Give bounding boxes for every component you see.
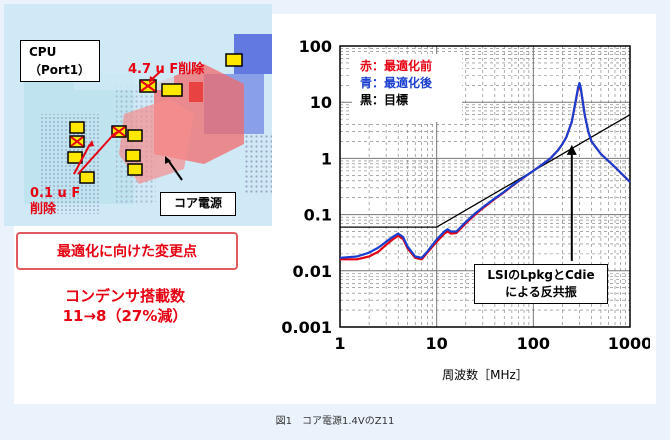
y-tick-label: 0.1 (304, 206, 332, 225)
y-tick-label: 100 (299, 37, 332, 56)
cap-0-1uf-label-line1: 0.1 u F (30, 186, 81, 201)
pcb-layout-image (4, 4, 272, 226)
capacitor-summary: コンデンサ搭載数 11→8（27%減） (20, 286, 230, 326)
x-tick-label: 1 (334, 334, 345, 353)
x-tick-label: 1000 (608, 334, 650, 353)
resonance-annotation-line1: LSIのLpkgとCdie (487, 268, 595, 282)
legend-red: 赤：最適化前 (360, 59, 433, 73)
cpu-label-port: （Port1） (29, 63, 91, 77)
legend-black: 黒：目標 (360, 93, 409, 107)
change-points-box: 最適化に向けた変更点 (16, 232, 238, 270)
x-tick-label: 10 (426, 334, 448, 353)
cpu-label-title: CPU (29, 45, 57, 59)
cpu-label: CPU （Port1） (20, 40, 100, 82)
cap-4-7uf-removed-label: 4.7 u F削除 (128, 62, 205, 77)
x-axis-label: 周波数［MHz］ (442, 367, 528, 382)
cap-0-1uf-removed-label: 0.1 u F 削除 (30, 186, 80, 218)
y-tick-label: 10 (310, 93, 332, 112)
y-tick-label: 0.01 (293, 262, 332, 281)
resonance-annotation-line2: による反共振 (505, 285, 577, 299)
annotation-arrowhead (566, 144, 577, 155)
cap-0-1uf-label-line2: 削除 (30, 202, 57, 217)
core-power-label: コア電源 (160, 192, 236, 216)
series-line-black (340, 114, 631, 228)
summary-line2: 11→8（27%減） (62, 307, 188, 325)
legend-blue: 青：最適化後 (360, 76, 433, 90)
series-line-blue (339, 81, 631, 259)
x-tick-label: 100 (517, 334, 550, 353)
resonance-annotation: LSIのLpkgとCdie による反共振 (474, 264, 608, 304)
summary-line1: コンデンサ搭載数 (64, 287, 185, 305)
y-tick-label: 1 (321, 149, 332, 168)
y-tick-label: 0.001 (281, 318, 332, 337)
plot-frame (339, 45, 631, 328)
figure-caption: 図1 コア電源1.4VのZ11 (275, 416, 395, 427)
chart-legend: 赤：最適化前 青：最適化後 黒：目標 (352, 54, 462, 122)
